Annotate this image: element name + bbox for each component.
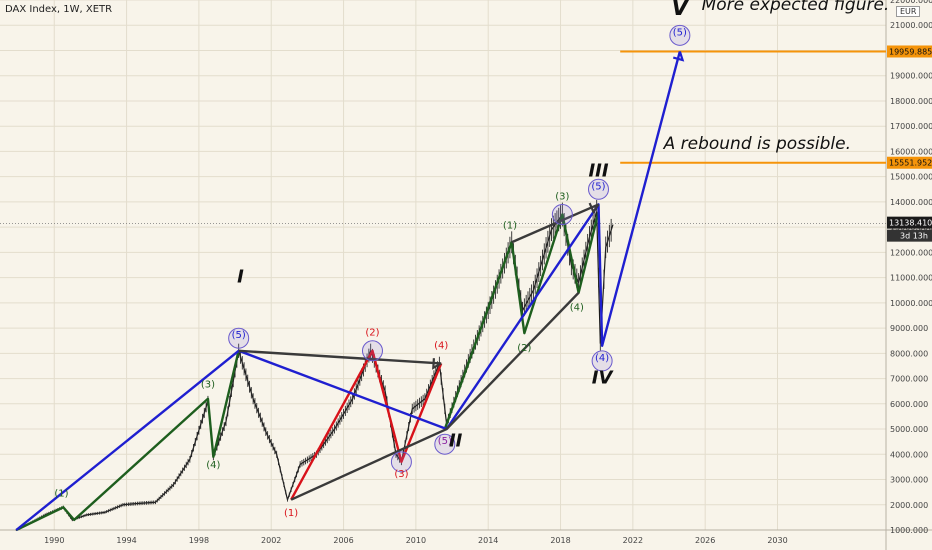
minor-wave-label: (4) xyxy=(570,302,584,313)
major-wave-label: II xyxy=(449,431,463,452)
y-tick-label: 5000.000 xyxy=(890,425,928,434)
highlight-circle xyxy=(669,24,691,46)
channel-arrowhead xyxy=(432,358,442,370)
y-tick-label: 15000.000 xyxy=(890,173,932,182)
highlight-circle xyxy=(588,178,610,200)
x-tick-label: 2010 xyxy=(406,536,426,545)
price-axis-panel xyxy=(886,0,932,550)
minor-wave-label: (3) xyxy=(555,191,569,202)
minor-wave-label: (3) xyxy=(201,379,215,390)
wave-line-5 xyxy=(290,427,448,501)
minor-wave-label: (1) xyxy=(54,489,68,500)
minor-wave-label: (2) xyxy=(365,328,379,339)
currency-badge[interactable]: EUR xyxy=(896,6,921,17)
minor-wave-label: (2) xyxy=(517,343,531,354)
highlight-circle xyxy=(591,350,613,372)
y-tick-label: 19000.000 xyxy=(890,72,932,81)
annotation-text: A rebound is possible. xyxy=(663,134,851,154)
x-tick-label: 1990 xyxy=(44,536,64,545)
y-tick-label: 12000.000 xyxy=(890,248,932,257)
y-tick-label: 11000.000 xyxy=(890,274,932,283)
minor-wave-label: (1) xyxy=(284,508,298,519)
x-tick-label: 1994 xyxy=(116,536,136,545)
wave-line-2 xyxy=(443,211,600,430)
y-tick-label: 18000.000 xyxy=(890,97,932,106)
x-tick-label: 2030 xyxy=(767,536,787,545)
y-tick-label: 17000.000 xyxy=(890,122,932,131)
countdown-label: 3d 13h xyxy=(900,232,928,241)
y-tick-label: 21000.000 xyxy=(890,21,932,30)
resistance-price-tag xyxy=(887,156,932,169)
highlight-circle xyxy=(551,204,573,226)
minor-wave-label: (4) xyxy=(595,353,609,364)
current-price-label: 13138.410 xyxy=(889,219,932,228)
resistance-price-tag xyxy=(887,45,932,58)
major-wave-label: IV xyxy=(592,368,615,389)
y-tick-label: 10000.000 xyxy=(890,299,932,308)
major-wave-label: I xyxy=(237,267,244,288)
highlight-circle xyxy=(390,451,412,473)
y-tick-label: 22000.000 xyxy=(890,0,932,5)
y-tick-label: 16000.000 xyxy=(890,147,932,156)
minor-wave-label: (4) xyxy=(206,460,220,471)
resistance-price-label: 19959.885 xyxy=(889,47,932,56)
annotation-text: More expected figure. xyxy=(702,0,890,15)
x-tick-label: 2022 xyxy=(623,536,643,545)
major-wave-label: V xyxy=(671,0,690,21)
symbol-label: DAX Index, 1W, XETR xyxy=(5,4,113,15)
resistance-price-label: 15551.952 xyxy=(889,159,932,168)
minor-wave-label: (1) xyxy=(503,220,517,231)
y-tick-label: 6000.000 xyxy=(890,400,928,409)
y-tick-label: 14000.000 xyxy=(890,198,932,207)
wave-line-4 xyxy=(238,349,442,365)
wave-line-3 xyxy=(15,51,682,531)
x-tick-label: 2026 xyxy=(695,536,715,545)
y-tick-label: 2000.000 xyxy=(890,501,928,510)
y-tick-label: 3000.000 xyxy=(890,476,928,485)
countdown-tag xyxy=(887,229,932,242)
current-price-tag xyxy=(887,216,932,229)
minor-wave-label: (5) xyxy=(232,330,246,341)
y-tick-label: 1000.000 xyxy=(890,526,928,535)
minor-wave-label: (5) xyxy=(438,436,452,447)
x-tick-label: 1998 xyxy=(189,536,209,545)
wave-line-7 xyxy=(445,291,580,430)
minor-wave-label: (3) xyxy=(394,469,408,480)
highlight-circle xyxy=(228,327,250,349)
highlight-circle xyxy=(361,340,383,362)
channel-arrowhead xyxy=(588,202,600,215)
minor-wave-label: (4) xyxy=(434,340,448,351)
major-wave-label: III xyxy=(588,161,608,182)
highlight-circle xyxy=(434,433,456,455)
y-tick-label: 9000.000 xyxy=(890,324,928,333)
wave-line-6 xyxy=(511,203,599,244)
minor-wave-label: (5) xyxy=(591,181,605,192)
wave-arrowhead xyxy=(672,51,685,62)
minor-wave-label: (5) xyxy=(673,27,687,38)
y-tick-label: 8000.000 xyxy=(890,349,928,358)
y-tick-label: 4000.000 xyxy=(890,450,928,459)
y-tick-label: 7000.000 xyxy=(890,375,928,384)
x-tick-label: 2002 xyxy=(261,536,281,545)
wave-line-0 xyxy=(15,350,240,532)
x-tick-label: 2006 xyxy=(333,536,353,545)
x-tick-label: 2018 xyxy=(550,536,570,545)
x-tick-label: 2014 xyxy=(478,536,498,545)
